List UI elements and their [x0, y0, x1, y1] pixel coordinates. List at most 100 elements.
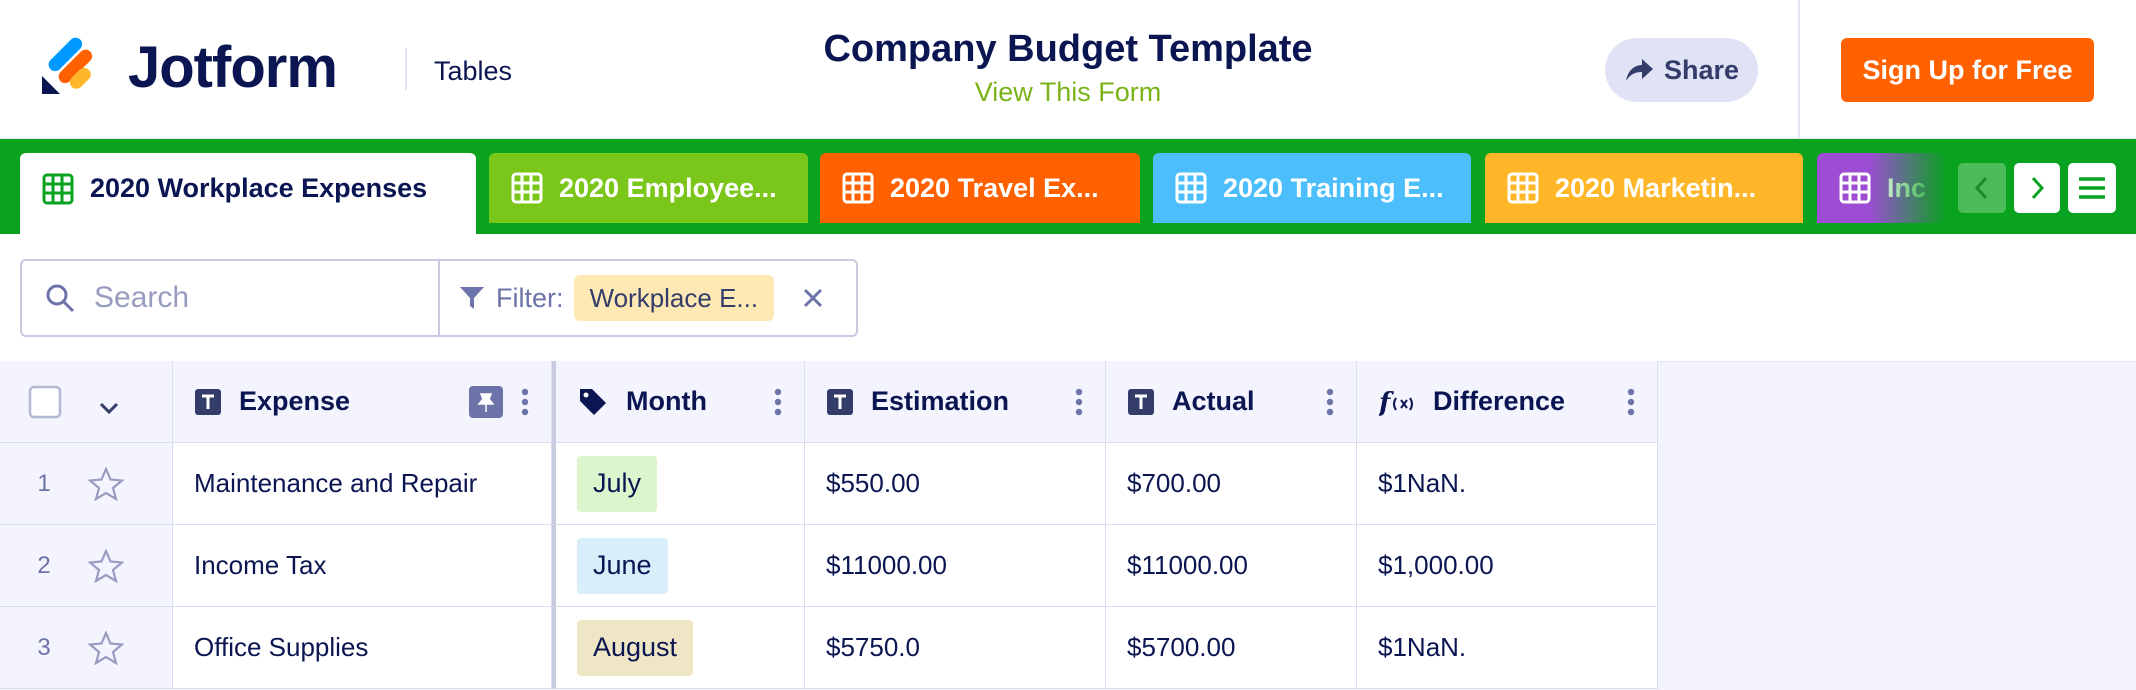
filter-chip[interactable]: Workplace E...: [573, 275, 775, 321]
icon: [98, 393, 120, 414]
table-cell: $1NaN.: [1357, 443, 1658, 525]
tab[interactable]: Inc: [1817, 153, 1947, 223]
brand: Jotform: [128, 34, 338, 100]
tab-active[interactable]: 2020 Workplace Expenses: [20, 153, 476, 234]
cell-text: Maintenance and Repair: [194, 468, 478, 498]
tab-label: 2020 Travel Ex...: [890, 172, 1099, 203]
table-cell: $1,000.00: [1357, 525, 1658, 607]
icon: [87, 629, 125, 665]
row-number: 2: [37, 551, 51, 579]
tab-label: 2020 Training E...: [1223, 172, 1444, 203]
icon: [1326, 388, 1334, 416]
search-placeholder: Search: [94, 281, 190, 314]
share-label: Share: [1663, 54, 1740, 85]
icon: [827, 388, 853, 415]
tab[interactable]: 2020 Employee...: [489, 153, 808, 223]
icon: [842, 172, 874, 204]
icon: [469, 385, 503, 418]
icon: [28, 385, 62, 419]
month-tag: August: [577, 619, 694, 676]
table-cell: $1NaN.: [1357, 607, 1658, 689]
tab-label: 2020 Workplace Expenses: [90, 173, 428, 203]
svg-text:ƒ: ƒ: [1379, 388, 1394, 417]
search-box[interactable]: Search: [20, 259, 440, 337]
divider: [405, 48, 407, 90]
row-header: 1: [0, 443, 173, 525]
column-name: Estimation: [871, 386, 1010, 416]
tab-bar: 2020 Workplace Expenses 2020 Employee... 2…: [0, 139, 2136, 234]
tab[interactable]: 2020 Marketin...: [1485, 153, 1803, 223]
tab[interactable]: 2020 Training E...: [1153, 153, 1471, 223]
table-cell: $5750.0: [805, 607, 1106, 689]
month-tag: June: [577, 537, 668, 594]
cell-text: Income Tax: [194, 550, 327, 580]
icon: [1839, 172, 1871, 204]
cell-text: $1NaN.: [1378, 468, 1467, 498]
icon: [195, 388, 221, 415]
table-cell: $550.00: [805, 443, 1106, 525]
icon: [87, 465, 125, 501]
cell-text: $700.00: [1127, 468, 1221, 498]
cell-text: $550.00: [826, 468, 920, 498]
table-cell: June: [552, 525, 805, 607]
column-header: Actual: [1106, 361, 1357, 443]
icon: [1507, 172, 1539, 204]
row-number: 1: [37, 469, 51, 497]
table-cell: Office Supplies: [173, 607, 552, 689]
logo-icon: [42, 37, 93, 94]
icon: [578, 387, 608, 417]
table-cell: Income Tax: [173, 525, 552, 607]
icon: [511, 172, 543, 204]
signup-button[interactable]: Sign Up for Free: [1841, 38, 2094, 102]
tab-label: Inc: [1887, 172, 1927, 203]
cell-text: $5700.00: [1127, 632, 1236, 662]
table-cell: August: [552, 607, 805, 689]
tabs-menu[interactable]: [2068, 163, 2116, 213]
table-cell: $700.00: [1106, 443, 1357, 525]
view-form-link[interactable]: View This Form: [974, 77, 1162, 107]
divider: [1798, 0, 1800, 139]
cell-text: $1,000.00: [1378, 550, 1494, 580]
clear-filter[interactable]: [802, 287, 824, 309]
column-name: Actual: [1172, 386, 1255, 416]
tab-label: 2020 Employee...: [559, 172, 777, 203]
tab-label: 2020 Marketin...: [1555, 172, 1757, 203]
column-header: Month: [552, 361, 805, 443]
filter-label: Filter:: [496, 282, 564, 313]
column-name: Month: [626, 386, 707, 416]
prev-tabs[interactable]: [1958, 163, 2006, 213]
cell-text: $1NaN.: [1378, 632, 1467, 662]
icon: [1627, 388, 1635, 416]
icon: [521, 388, 529, 416]
icon: [1175, 172, 1207, 204]
table: Expense Month Estimation Actual ƒ Difference 1…: [0, 361, 1658, 690]
filter-box: Filter: Workplace E...: [440, 259, 858, 337]
cell-text: $5750.0: [826, 632, 920, 662]
next-tabs[interactable]: [2014, 163, 2060, 213]
column-header: Estimation: [805, 361, 1106, 443]
icon: [1128, 388, 1154, 415]
icon: [1075, 388, 1083, 416]
table-cell: $5700.00: [1106, 607, 1357, 689]
search-icon: [46, 284, 75, 313]
section: Tables: [434, 55, 513, 86]
title: Company Budget Template: [823, 28, 1313, 70]
icon: [774, 388, 782, 416]
cell-text: Office Supplies: [194, 632, 369, 662]
cell-text: $11000.00: [826, 550, 947, 580]
icon: ƒ: [1374, 387, 1415, 418]
month-tag: July: [577, 455, 658, 512]
cell-text: $11000.00: [1127, 550, 1248, 580]
header: Jotform Tables Company Budget Template V…: [0, 0, 2136, 139]
icon: [42, 173, 74, 205]
row-number: 3: [37, 633, 51, 661]
share-button[interactable]: Share: [1605, 38, 1758, 102]
tab[interactable]: 2020 Travel Ex...: [820, 153, 1140, 223]
table-cell: $11000.00: [1106, 525, 1357, 607]
table-cell: July: [552, 443, 805, 525]
column-name: Difference: [1433, 386, 1566, 416]
icon: [87, 547, 125, 583]
table-cell: $11000.00: [805, 525, 1106, 607]
column-header: ƒ Difference: [1357, 361, 1658, 443]
